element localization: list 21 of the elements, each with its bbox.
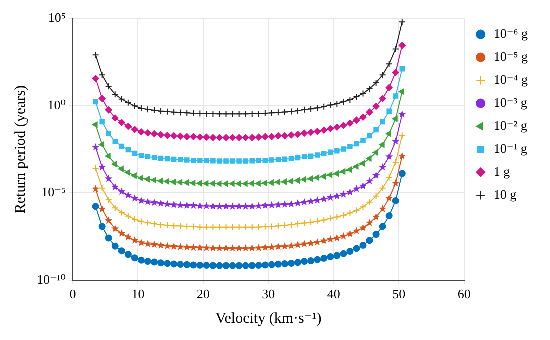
legend-label: 10⁻⁵ g xyxy=(494,48,528,64)
y-tick-label: 10⁰ xyxy=(48,97,66,112)
x-tick-label: 0 xyxy=(70,286,76,302)
y-tick-label: 10⁻¹⁰ xyxy=(36,272,66,287)
legend-label: 1 g xyxy=(494,164,511,179)
x-tick-label: 40 xyxy=(327,286,340,302)
legend-label: 10⁻⁴ g xyxy=(494,72,528,87)
legend-label: 10⁻¹ g xyxy=(494,140,528,156)
x-tick-label: 30 xyxy=(262,286,276,302)
legend-label: 10 g xyxy=(494,186,518,202)
legend-label: 10⁻⁶ g xyxy=(494,26,528,41)
legend-label: 10⁻³ g xyxy=(494,94,528,110)
y-axis-title: Return period (years) xyxy=(12,85,29,214)
x-tick-label: 50 xyxy=(392,286,406,302)
y-tick-label: 10⁵ xyxy=(48,10,66,26)
x-axis-title: Velocity (km·s⁻¹) xyxy=(216,310,322,327)
x-tick-label: 10 xyxy=(132,286,145,302)
x-tick-label: 60 xyxy=(458,286,471,302)
x-tick-label: 20 xyxy=(196,286,210,302)
legend-label: 10⁻² g xyxy=(494,118,528,133)
y-tick-label: 10⁻⁵ xyxy=(42,184,66,200)
